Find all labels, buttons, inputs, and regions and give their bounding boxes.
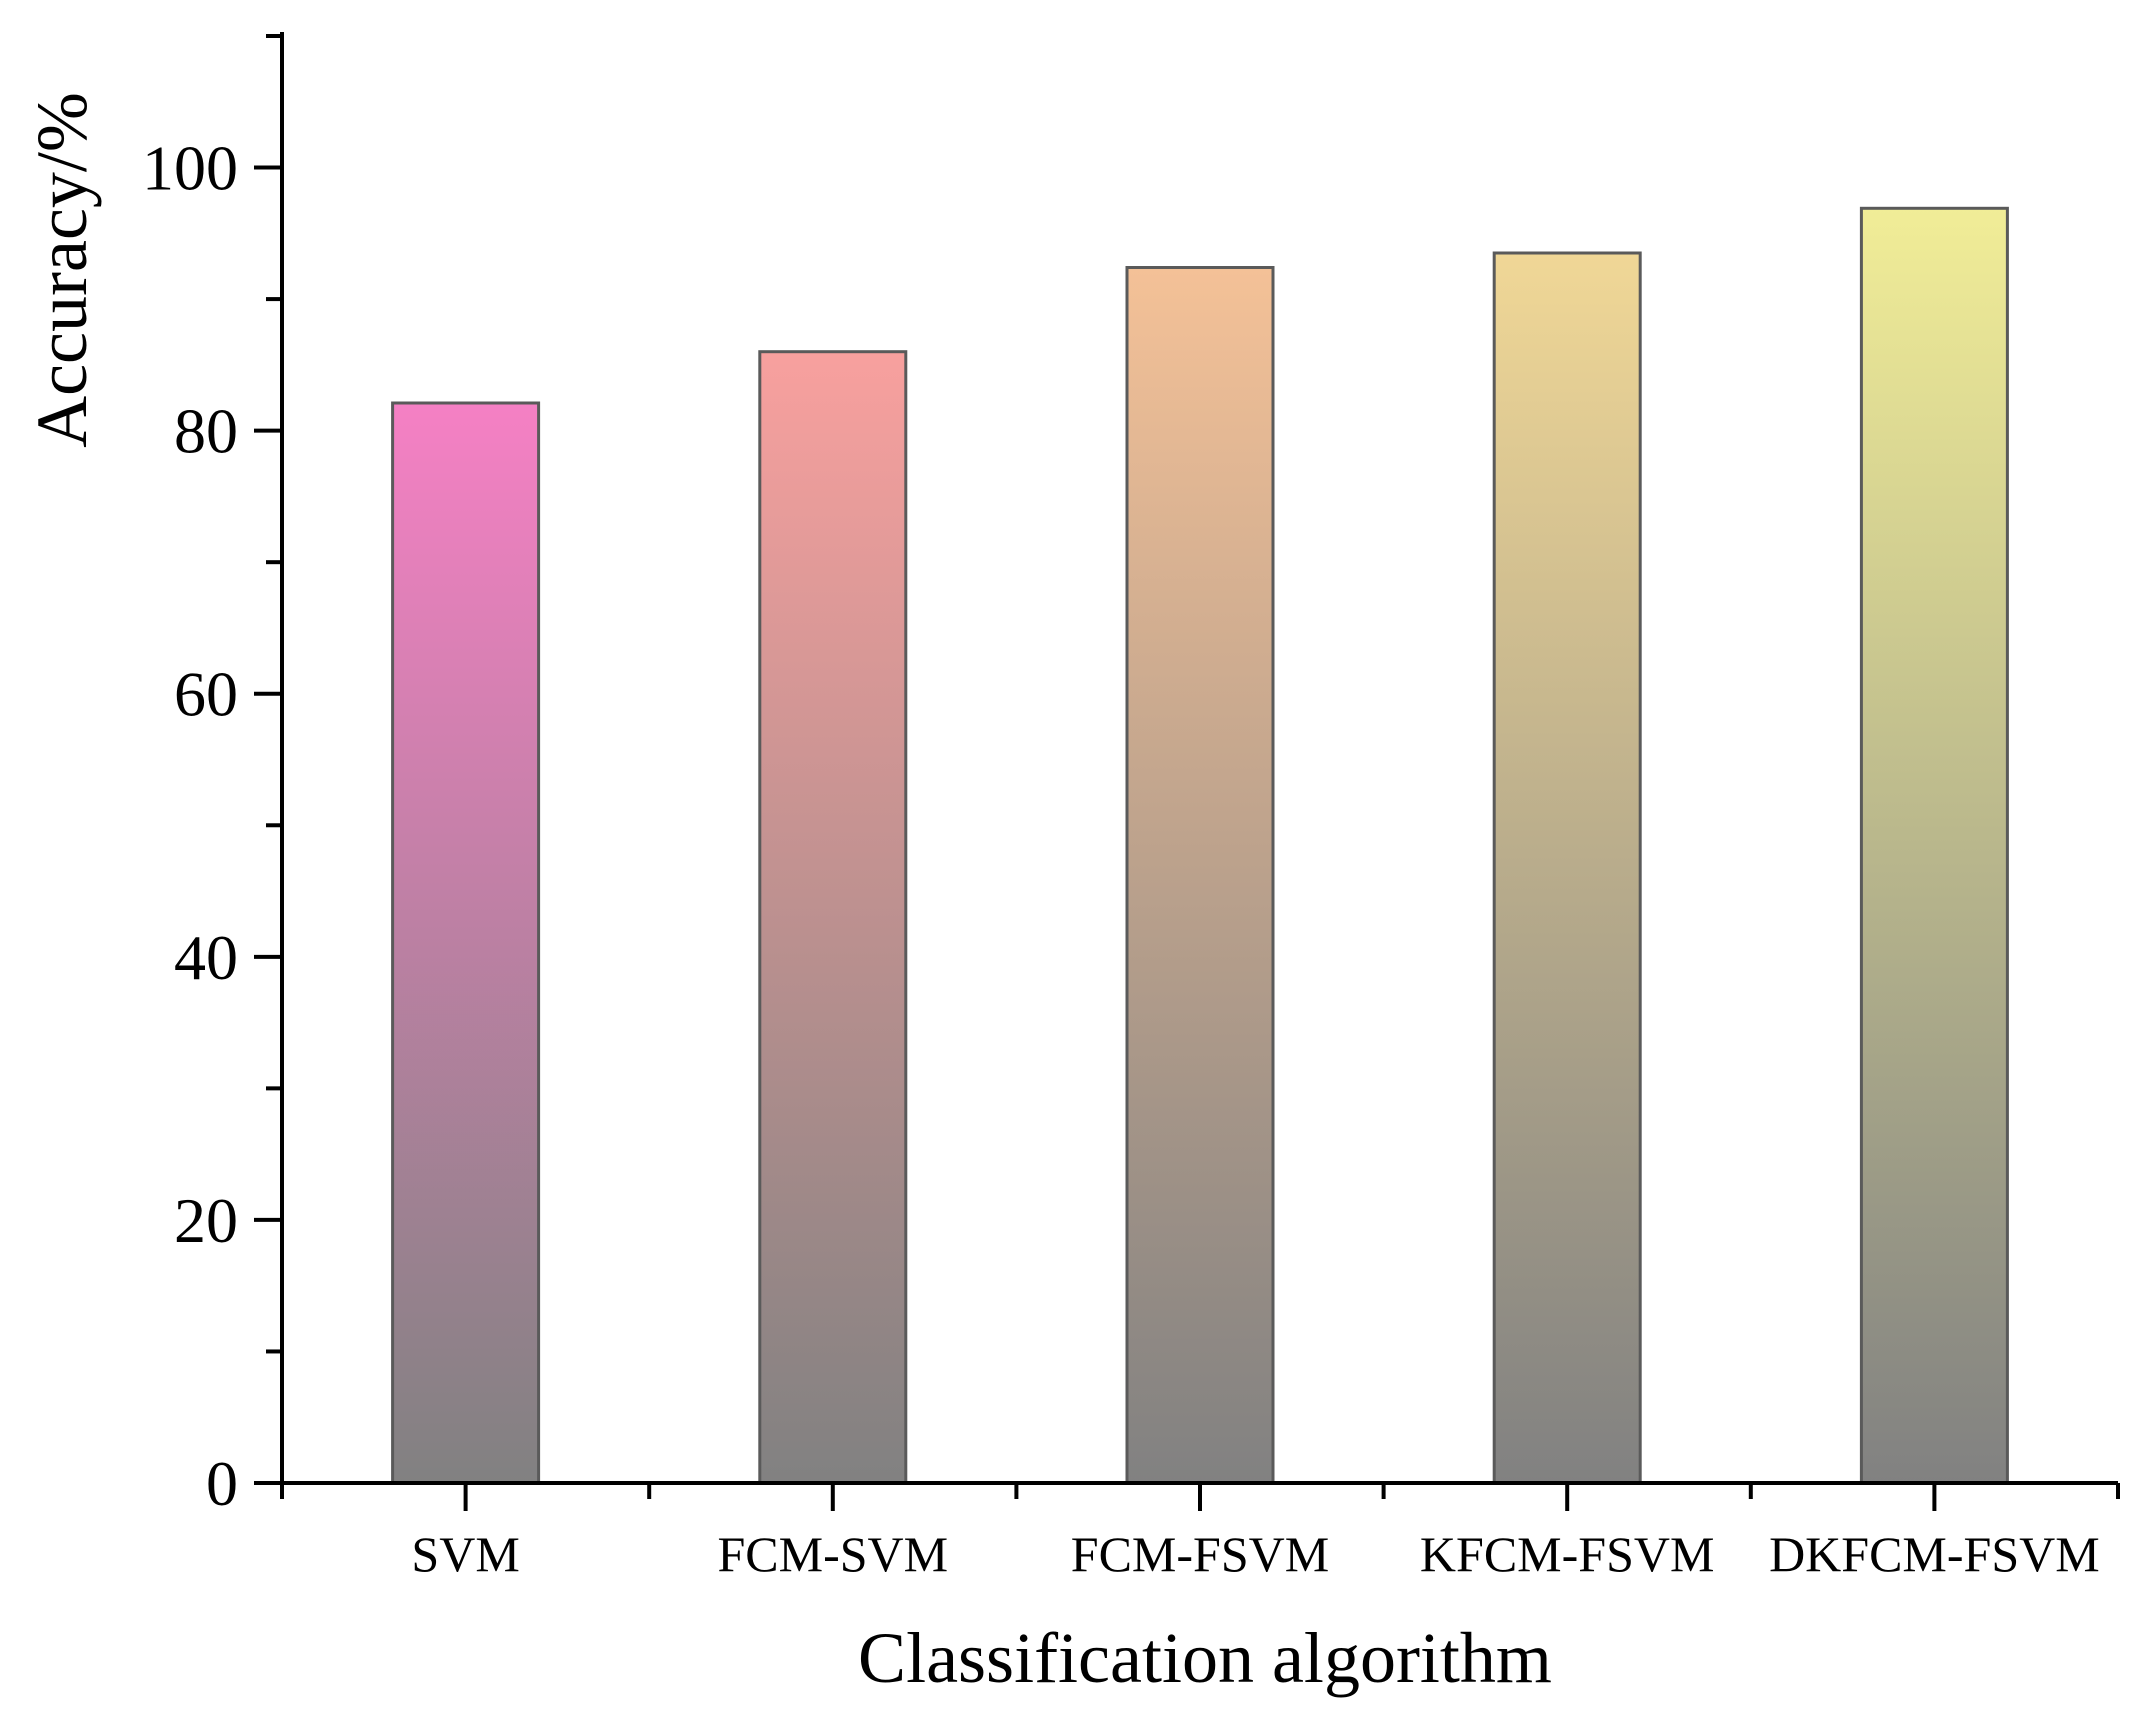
- y-tick-label: 80: [174, 396, 238, 467]
- y-tick-label: 60: [174, 659, 238, 730]
- y-tick-label: 20: [174, 1185, 238, 1256]
- y-tick-label: 40: [174, 922, 238, 993]
- x-tick-label-svm: SVM: [411, 1526, 519, 1582]
- x-tick-label-fcm-svm: FCM-SVM: [717, 1526, 948, 1582]
- y-axis-title: Accuracy/%: [22, 92, 102, 448]
- axes-group: [254, 32, 2120, 1511]
- bar-kfcm-fsvm: [1492, 251, 1642, 1485]
- x-tick-label-dkfcm-fsvm: DKFCM-FSVM: [1769, 1526, 2100, 1582]
- tick-labels-group: 0 20 40 60 80 100 SVM FCM-SVM FCM-FSVM KFCM-FSVM D…: [142, 133, 2100, 1582]
- y-tick-label: 0: [206, 1448, 238, 1519]
- x-tick-label-kfcm-fsvm: KFCM-FSVM: [1420, 1526, 1715, 1582]
- bars-group: [391, 206, 2009, 1485]
- y-tick-label: 100: [142, 133, 238, 204]
- x-axis-title: Classification algorithm: [858, 1618, 1552, 1698]
- bar-fcm-svm: [758, 350, 908, 1485]
- bar-svm: [391, 401, 541, 1485]
- bar-dkfcm-fsvm: [1859, 206, 2009, 1485]
- x-tick-label-fcm-fsvm: FCM-FSVM: [1071, 1526, 1329, 1582]
- bar-fcm-fsvm: [1125, 266, 1275, 1485]
